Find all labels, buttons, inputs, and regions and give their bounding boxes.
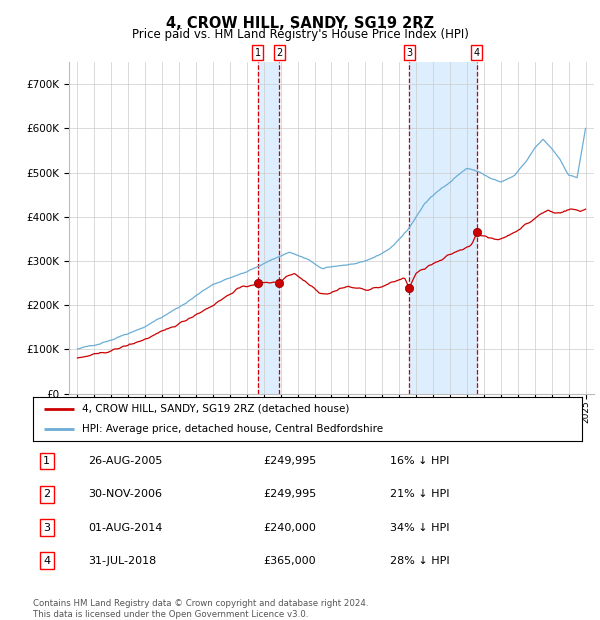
Text: 3: 3 xyxy=(43,523,50,533)
Text: 16% ↓ HPI: 16% ↓ HPI xyxy=(390,456,449,466)
Text: 26-AUG-2005: 26-AUG-2005 xyxy=(88,456,162,466)
Text: 1: 1 xyxy=(43,456,50,466)
Text: £365,000: £365,000 xyxy=(263,556,316,566)
Text: 01-AUG-2014: 01-AUG-2014 xyxy=(88,523,162,533)
Text: 2: 2 xyxy=(276,48,283,58)
Text: 2: 2 xyxy=(43,489,50,499)
Text: £240,000: £240,000 xyxy=(263,523,316,533)
Text: 28% ↓ HPI: 28% ↓ HPI xyxy=(390,556,449,566)
Text: £249,995: £249,995 xyxy=(263,456,317,466)
Text: 30-NOV-2006: 30-NOV-2006 xyxy=(88,489,162,499)
Text: HPI: Average price, detached house, Central Bedfordshire: HPI: Average price, detached house, Cent… xyxy=(82,424,383,435)
Text: 4, CROW HILL, SANDY, SG19 2RZ: 4, CROW HILL, SANDY, SG19 2RZ xyxy=(166,16,434,30)
Bar xyxy=(409,62,477,394)
Text: 4: 4 xyxy=(43,556,50,566)
Text: 1: 1 xyxy=(255,48,261,58)
Text: 3: 3 xyxy=(406,48,412,58)
Text: 31-JUL-2018: 31-JUL-2018 xyxy=(88,556,156,566)
Text: Contains HM Land Registry data © Crown copyright and database right 2024.
This d: Contains HM Land Registry data © Crown c… xyxy=(33,600,368,619)
Text: 4, CROW HILL, SANDY, SG19 2RZ (detached house): 4, CROW HILL, SANDY, SG19 2RZ (detached … xyxy=(82,404,350,414)
Text: 34% ↓ HPI: 34% ↓ HPI xyxy=(390,523,449,533)
Text: 4: 4 xyxy=(474,48,480,58)
Text: 21% ↓ HPI: 21% ↓ HPI xyxy=(390,489,449,499)
Bar xyxy=(258,62,280,394)
Text: Price paid vs. HM Land Registry's House Price Index (HPI): Price paid vs. HM Land Registry's House … xyxy=(131,28,469,41)
Text: £249,995: £249,995 xyxy=(263,489,317,499)
